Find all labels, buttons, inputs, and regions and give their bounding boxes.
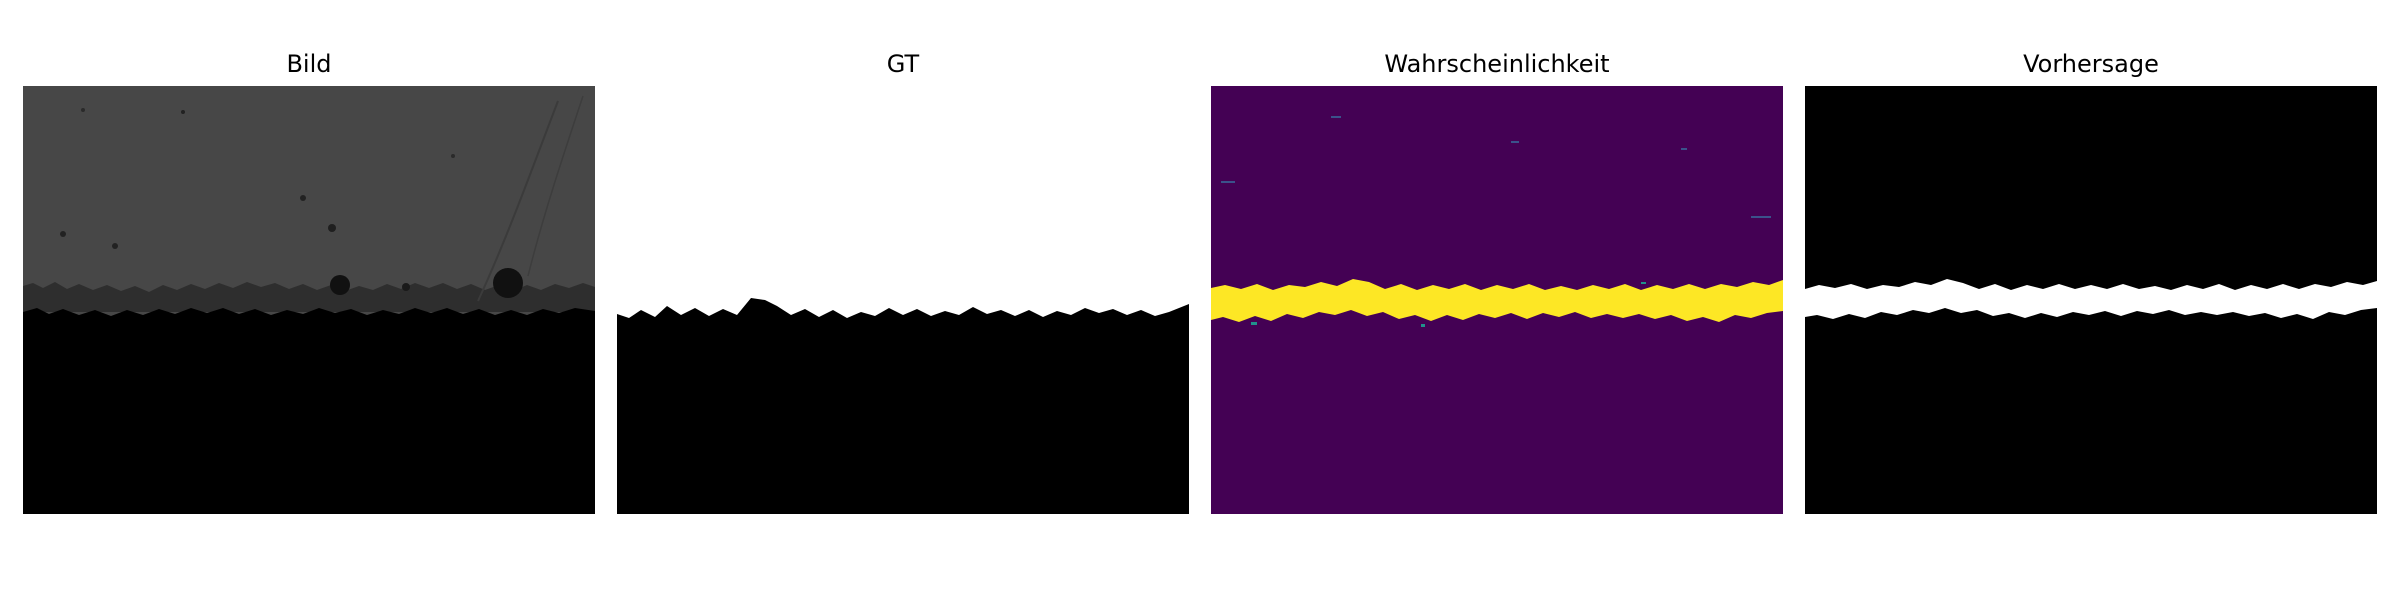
ground-truth-mask (617, 86, 1189, 514)
panel-wahrscheinlichkeit: Wahrscheinlichkeit (1211, 0, 1783, 600)
panel-title-vorhersage: Vorhersage (2023, 50, 2159, 78)
micrograph-image (23, 86, 595, 514)
panel-gt: GT (617, 0, 1189, 600)
probability-map (1211, 86, 1783, 514)
panel-title-gt: GT (886, 50, 920, 78)
panel-vorhersage: Vorhersage (1805, 0, 2377, 600)
prediction-mask (1805, 86, 2377, 514)
panel-bild: Bild (23, 0, 595, 600)
panel-title-bild: Bild (286, 50, 332, 78)
panel-title-wahrscheinlichkeit: Wahrscheinlichkeit (1384, 50, 1610, 78)
